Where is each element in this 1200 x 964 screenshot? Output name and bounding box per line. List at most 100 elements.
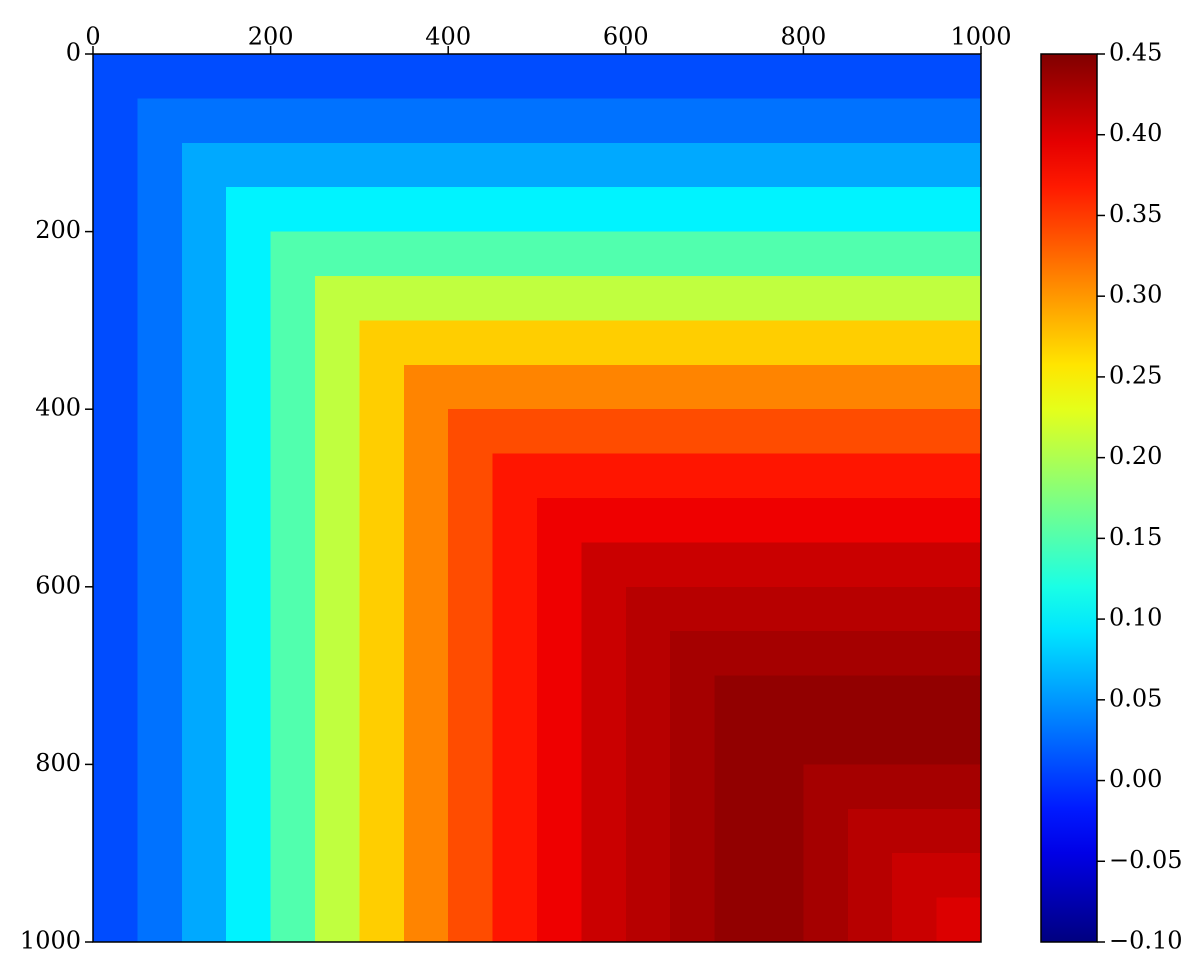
cell — [625, 187, 671, 233]
cell — [892, 276, 938, 321]
cell — [670, 631, 716, 677]
cell — [492, 142, 538, 188]
cell — [181, 542, 227, 588]
cell — [93, 542, 138, 588]
cell — [403, 231, 449, 277]
cell — [137, 498, 183, 543]
cell — [448, 364, 494, 410]
cell — [759, 231, 804, 277]
cell — [581, 187, 627, 233]
cell — [625, 142, 671, 188]
cell — [936, 808, 982, 854]
cell — [93, 453, 138, 499]
cell — [759, 187, 804, 233]
cell — [936, 542, 982, 588]
cell — [892, 808, 938, 854]
cell — [625, 364, 671, 410]
cell — [403, 675, 449, 721]
cell — [359, 453, 405, 499]
cell — [137, 187, 183, 233]
cell — [448, 720, 494, 765]
cell — [181, 364, 227, 410]
cell — [492, 764, 538, 810]
cell — [847, 409, 893, 455]
cell — [847, 98, 893, 144]
cell — [936, 453, 982, 499]
cell — [315, 409, 360, 455]
cell — [315, 453, 360, 499]
cell — [936, 276, 982, 321]
cell — [936, 897, 982, 943]
cell — [403, 542, 449, 588]
cell — [892, 586, 938, 632]
cell — [759, 631, 804, 677]
cell — [803, 187, 849, 233]
cell — [181, 187, 227, 233]
cell — [537, 498, 582, 543]
cell — [670, 54, 716, 99]
cell — [847, 498, 893, 543]
cell — [315, 54, 360, 99]
cell — [359, 542, 405, 588]
cell — [847, 276, 893, 321]
x-tick-label: 600 — [603, 23, 649, 51]
cell — [581, 720, 627, 765]
cell — [625, 498, 671, 543]
cell — [625, 853, 671, 899]
cell — [270, 276, 316, 321]
cell — [892, 364, 938, 410]
cell — [759, 142, 804, 188]
cell — [315, 98, 360, 144]
cell — [137, 276, 183, 321]
cell — [315, 720, 360, 765]
cell — [181, 897, 227, 943]
cell — [270, 409, 316, 455]
cell — [625, 54, 671, 99]
cell — [847, 231, 893, 277]
cell — [714, 54, 760, 99]
cell — [714, 320, 760, 366]
cell — [270, 853, 316, 899]
cell — [714, 631, 760, 677]
y-tick-label: 0 — [66, 39, 81, 67]
cell — [936, 720, 982, 765]
cell — [803, 542, 849, 588]
cell — [936, 231, 982, 277]
cell — [315, 142, 360, 188]
cell — [714, 808, 760, 854]
cell — [803, 586, 849, 632]
cell — [315, 586, 360, 632]
cell — [892, 675, 938, 721]
cell — [492, 320, 538, 366]
cell — [714, 98, 760, 144]
cell — [803, 764, 849, 810]
cell — [670, 498, 716, 543]
cell — [492, 498, 538, 543]
cell — [270, 98, 316, 144]
cell — [492, 675, 538, 721]
cell — [137, 631, 183, 677]
cell — [270, 364, 316, 410]
cell — [847, 720, 893, 765]
cell — [670, 364, 716, 410]
cell — [581, 542, 627, 588]
cell — [537, 764, 582, 810]
cell — [537, 808, 582, 854]
cell — [847, 586, 893, 632]
cell — [137, 897, 183, 943]
cell — [492, 720, 538, 765]
cell — [625, 453, 671, 499]
cell — [181, 231, 227, 277]
x-tick-label: 200 — [248, 23, 294, 51]
cell — [492, 231, 538, 277]
colorbar — [1040, 53, 1098, 943]
cell — [226, 409, 272, 455]
cell — [137, 808, 183, 854]
cell — [93, 142, 138, 188]
cell — [537, 631, 582, 677]
cell — [181, 675, 227, 721]
cell — [847, 853, 893, 899]
cell — [936, 631, 982, 677]
x-tick-label: 1000 — [950, 23, 1011, 51]
cell — [759, 808, 804, 854]
